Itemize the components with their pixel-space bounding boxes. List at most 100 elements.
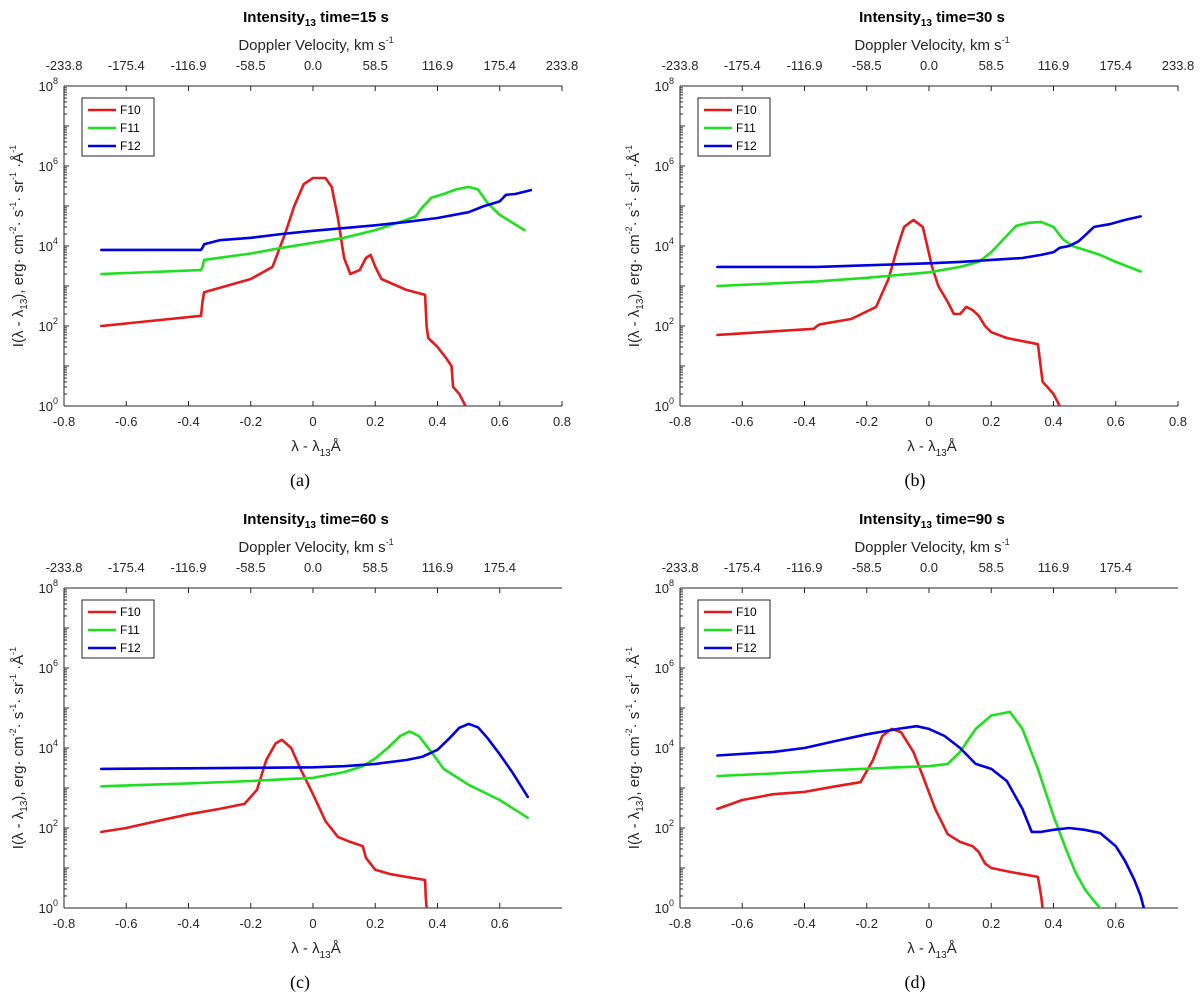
top-tick-label: 58.5 bbox=[979, 58, 1004, 73]
legend-label: F11 bbox=[736, 623, 756, 637]
y-tick-label: 102 bbox=[39, 818, 58, 836]
x-tick-label: -0.6 bbox=[731, 916, 753, 931]
chart-panel-2: -0.8 -0.6 -0.4 -0.2 0 0.2 0.4 0.6 -233.8 -175.4 -1… bbox=[8, 511, 562, 993]
chart-title: Intensity13 time=15 s bbox=[243, 9, 389, 29]
top-tick-label: -58.5 bbox=[852, 58, 882, 73]
panel-caption: (c) bbox=[290, 972, 310, 993]
x-tick-label: -0.6 bbox=[115, 414, 137, 429]
y-tick-label: 106 bbox=[39, 658, 58, 676]
series-line-f11 bbox=[716, 710, 1102, 908]
top-tick-label: 233.8 bbox=[546, 58, 579, 73]
y-tick-label: 106 bbox=[39, 156, 58, 174]
legend-label: F12 bbox=[120, 641, 141, 655]
top-tick-label: -58.5 bbox=[852, 560, 882, 575]
top-axis-label: Doppler Velocity, km s-1 bbox=[238, 35, 393, 54]
top-tick-label: -233.8 bbox=[46, 58, 83, 73]
top-tick-label: 0.0 bbox=[920, 560, 938, 575]
x-tick-label: 0.6 bbox=[491, 916, 509, 931]
y-axis-label: I(λ - λ13), erg· cm-2· s-1· sr-1 ·Å-1 bbox=[624, 647, 646, 849]
chart-panel-3: -0.8 -0.6 -0.4 -0.2 0 0.2 0.4 0.6 -233.8 -175.4 -1… bbox=[624, 511, 1178, 993]
y-tick-label: 100 bbox=[655, 396, 674, 414]
y-tick-label: 108 bbox=[655, 578, 674, 596]
legend-label: F12 bbox=[736, 641, 757, 655]
series-line-f10 bbox=[716, 218, 1061, 406]
x-tick-label: -0.8 bbox=[669, 916, 691, 931]
legend-label: F10 bbox=[736, 605, 757, 619]
y-tick-label: 104 bbox=[39, 236, 58, 254]
top-tick-label: -58.5 bbox=[236, 58, 266, 73]
chart-panel-1: -0.8 -0.6 -0.4 -0.2 0 0.2 0.4 0.6 0.8 -233.8 -175.… bbox=[624, 9, 1194, 491]
top-tick-label: -175.4 bbox=[724, 560, 761, 575]
series-line-f12 bbox=[716, 724, 1146, 908]
legend-label: F10 bbox=[120, 605, 141, 619]
series-line-f10 bbox=[716, 727, 1044, 908]
y-tick-label: 104 bbox=[655, 738, 674, 756]
legend: F10 F11 F12 bbox=[697, 97, 771, 157]
x-tick-label: 0.8 bbox=[1169, 414, 1187, 429]
y-axis-label: I(λ - λ13), erg· cm-2· s-1· sr-1 ·Å-1 bbox=[8, 647, 30, 849]
top-tick-label: -233.8 bbox=[46, 560, 83, 575]
top-tick-label: 116.9 bbox=[1038, 58, 1070, 73]
chart-panel-0: -0.8 -0.6 -0.4 -0.2 0 0.2 0.4 0.6 0.8 -233.8 -175.… bbox=[8, 9, 578, 491]
x-axis-label: λ - λ13Å bbox=[907, 940, 956, 961]
top-tick-label: 116.9 bbox=[422, 58, 454, 73]
legend-label: F10 bbox=[736, 103, 757, 117]
top-axis-label: Doppler Velocity, km s-1 bbox=[854, 537, 1009, 556]
top-tick-label: -58.5 bbox=[236, 560, 266, 575]
x-tick-label: 0.6 bbox=[1107, 916, 1125, 931]
chart-title: Intensity13 time=60 s bbox=[243, 511, 389, 531]
x-tick-label: -0.2 bbox=[856, 916, 878, 931]
series-group bbox=[100, 722, 530, 908]
series-group bbox=[716, 710, 1146, 908]
x-tick-label: -0.8 bbox=[53, 414, 75, 429]
panel-caption: (a) bbox=[290, 470, 310, 491]
series-line-f11 bbox=[716, 220, 1142, 288]
top-tick-label: 58.5 bbox=[979, 560, 1004, 575]
x-tick-label: -0.4 bbox=[793, 414, 815, 429]
legend: F10 F11 F12 bbox=[81, 599, 155, 659]
x-tick-label: -0.6 bbox=[731, 414, 753, 429]
top-tick-label: 175.4 bbox=[483, 58, 516, 73]
x-tick-label: 0.6 bbox=[1107, 414, 1125, 429]
y-tick-label: 108 bbox=[39, 578, 58, 596]
x-tick-label: 0 bbox=[309, 916, 316, 931]
y-tick-label: 100 bbox=[655, 898, 674, 916]
y-tick-label: 106 bbox=[655, 156, 674, 174]
series-line-f12 bbox=[100, 188, 533, 252]
legend: F10 F11 F12 bbox=[697, 599, 771, 659]
x-tick-label: -0.8 bbox=[669, 414, 691, 429]
top-tick-label: 175.4 bbox=[483, 560, 516, 575]
x-tick-label: -0.4 bbox=[793, 916, 815, 931]
x-tick-label: 0 bbox=[925, 916, 932, 931]
top-tick-label: -116.9 bbox=[787, 58, 823, 73]
series-line-f10 bbox=[100, 176, 467, 406]
x-tick-label: -0.2 bbox=[240, 414, 262, 429]
top-tick-label: 58.5 bbox=[363, 560, 388, 575]
series-line-f10 bbox=[100, 738, 428, 908]
y-axis-label: I(λ - λ13), erg· cm-2· s-1· sr-1 ·Å-1 bbox=[8, 145, 30, 347]
series-line-f11 bbox=[100, 730, 530, 820]
series-group bbox=[716, 215, 1142, 406]
legend-label: F11 bbox=[736, 121, 756, 135]
top-tick-label: 58.5 bbox=[363, 58, 388, 73]
top-tick-label: 175.4 bbox=[1099, 58, 1132, 73]
x-tick-label: -0.4 bbox=[177, 916, 199, 931]
legend-label: F10 bbox=[120, 103, 141, 117]
x-axis-label: λ - λ13Å bbox=[291, 438, 340, 459]
x-tick-label: -0.8 bbox=[53, 916, 75, 931]
x-axis-label: λ - λ13Å bbox=[907, 438, 956, 459]
x-tick-label: 0.4 bbox=[1044, 916, 1062, 931]
top-tick-label: -233.8 bbox=[662, 58, 699, 73]
y-tick-label: 102 bbox=[39, 316, 58, 334]
top-tick-label: 116.9 bbox=[1038, 560, 1070, 575]
y-tick-label: 104 bbox=[39, 738, 58, 756]
top-axis-label: Doppler Velocity, km s-1 bbox=[854, 35, 1009, 54]
x-axis-label: λ - λ13Å bbox=[291, 940, 340, 961]
top-tick-label: -233.8 bbox=[662, 560, 699, 575]
top-tick-label: -116.9 bbox=[171, 58, 207, 73]
y-tick-label: 104 bbox=[655, 236, 674, 254]
top-tick-label: -116.9 bbox=[787, 560, 823, 575]
y-tick-label: 102 bbox=[655, 316, 674, 334]
x-tick-label: -0.2 bbox=[856, 414, 878, 429]
